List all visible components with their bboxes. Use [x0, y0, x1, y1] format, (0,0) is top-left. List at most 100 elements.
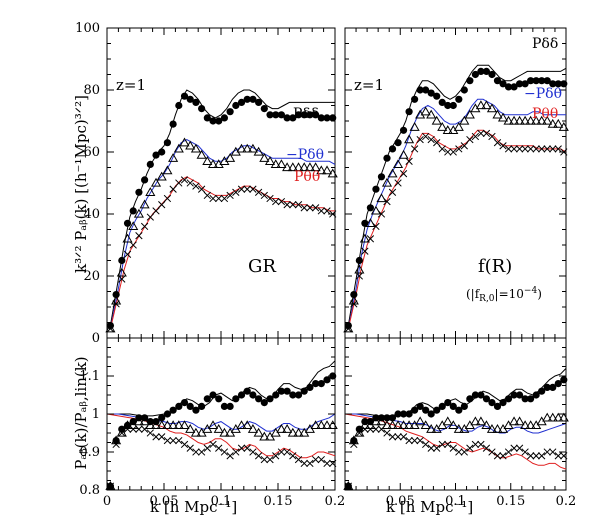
- left_panel-top-pdd-point: [255, 98, 263, 106]
- left_panel-bottom-pdd-point: [141, 414, 149, 422]
- right_panel-top-ptt-point: [449, 148, 457, 156]
- right_panel-bottom-pdt-point: [492, 423, 503, 433]
- right-model-note: (|fR,0|=10−4): [466, 286, 542, 304]
- left_panel-top-ptt-point: [180, 176, 189, 184]
- right-model-label: f(R): [478, 256, 512, 277]
- top-y-tick-label: 80: [83, 83, 100, 98]
- right_panel-top-pdt-point: [359, 233, 370, 243]
- left_panel-bottom-pdt-point: [139, 416, 150, 426]
- right_panel-bottom-pdd-point: [355, 425, 363, 433]
- left_panel-top-pdd-point: [260, 105, 268, 113]
- left_panel-top-pdd-point: [215, 117, 223, 125]
- right_panel-top-pdt-point: [503, 115, 514, 125]
- left_panel-top-pdt-point: [310, 162, 321, 172]
- right_panel-bottom-frame: [344, 337, 567, 491]
- left_panel-top-pdt-point: [145, 187, 156, 196]
- right_panel-top-pdt-point: [376, 193, 387, 203]
- right_panel-bottom-pdt-point: [486, 423, 498, 433]
- right_panel-top-pdt-point: [459, 115, 470, 125]
- left_panel-top-pdd-point: [300, 111, 308, 119]
- top-y-tick-label: 100: [75, 21, 100, 36]
- left_panel-top-pdt-point: [139, 199, 150, 209]
- right_panel-bottom-ptt-point: [515, 444, 524, 452]
- left_panel-bottom-pdt-point: [327, 420, 338, 430]
- model-note-sub: R,0: [479, 294, 495, 304]
- x-tick-label: 0.15: [496, 494, 525, 509]
- left_panel-top-pdd-point: [106, 322, 115, 330]
- right_panel-top-pdd-point: [449, 101, 457, 110]
- right_panel-top-pdt-point: [404, 134, 415, 144]
- left_panel-bottom-pdt-point: [173, 420, 184, 430]
- bottom-y-tick-label: 1: [92, 407, 100, 422]
- right_panel-top-ptt-point: [526, 145, 535, 153]
- left_panel-top-pdd-point: [180, 92, 189, 100]
- right_panel-top-pdd-point: [477, 67, 485, 75]
- right_panel-bottom-pdd-point: [549, 383, 557, 391]
- left_panel-top-ptt-point: [215, 194, 223, 203]
- left_panel-top-pdd-point: [175, 101, 183, 110]
- left_panel-top-pdt-point: [259, 152, 270, 162]
- right_panel-top-ptt-point: [538, 145, 546, 153]
- right_panel-top-ptt-point: [410, 145, 419, 153]
- right_panel-top-pdt-point: [497, 112, 509, 122]
- left_panel-top-ptt-point: [158, 201, 166, 209]
- right_panel-top-ptt-point: [460, 142, 468, 150]
- left_panel-top-pdd-point: [317, 114, 325, 122]
- right_panel-bottom-ptt-point: [526, 452, 535, 460]
- left_panel-bottom-pdd-point: [277, 387, 286, 395]
- left_panel-bottom-pdd-point: [180, 399, 189, 407]
- left_panel-top-pdd-point: [243, 95, 251, 103]
- right_panel-bottom-ptt-point: [538, 452, 546, 460]
- right_panel-top-ptt-point: [504, 145, 513, 153]
- left_panel-bottom-pdt-point: [190, 427, 201, 437]
- left_panel-top-pdd-point: [323, 114, 331, 122]
- left_panel-bottom-pdd-point: [118, 425, 126, 433]
- right_panel-bottom-ptt-point: [477, 440, 485, 449]
- right_panel-bottom-pdd-point: [560, 376, 568, 384]
- left_panel-bottom-ptt-point: [158, 433, 166, 441]
- right_panel-top-pdt-point: [426, 109, 437, 119]
- left_panel-bottom-pdt-point: [310, 420, 321, 430]
- left_panel-bottom-ptt-point: [169, 436, 177, 445]
- left_panel-top-ptt-point: [300, 204, 308, 212]
- left_panel-bottom-ptt-point: [306, 459, 314, 468]
- left_panel-top-pdd-point: [169, 120, 177, 128]
- left_panel-bottom-ptt-point: [294, 455, 303, 464]
- left_panel-bottom-pdd-point: [323, 376, 331, 384]
- bottom-y-tick-label: 0.9: [79, 445, 100, 460]
- left_panel-bottom-pdd-point: [243, 387, 251, 395]
- left_panel-bottom-pdd-point: [175, 402, 183, 410]
- x-tick-label: 0.05: [150, 494, 179, 509]
- right_panel-top-pdd-point: [416, 86, 424, 94]
- left_panel-bottom-pdd-point: [186, 402, 194, 410]
- right-label-pdd: Pδδ: [532, 36, 558, 52]
- right_panel-top-ptt-point: [521, 145, 529, 153]
- right_panel-bottom-ptt-point: [410, 436, 419, 445]
- left_panel-top-pdt-point: [133, 208, 144, 218]
- right_panel-top-pdd-point: [405, 108, 413, 116]
- left_panel-bottom-pdd-point: [312, 380, 320, 388]
- right_panel-top-pdd-point: [493, 77, 502, 85]
- x-tick-label: 0: [103, 494, 111, 509]
- left_panel-top-pdt-point: [173, 143, 184, 153]
- left_panel-top-ptt-point: [197, 185, 206, 193]
- left_panel-bottom-ptt-point: [186, 444, 194, 452]
- left_panel-bottom-ptt-point: [192, 448, 200, 456]
- left_panel-bottom-pdd-point: [163, 410, 172, 418]
- left_panel-bottom-pdt-point: [236, 420, 247, 430]
- left_panel-top-pdt-point: [316, 165, 327, 175]
- right_panel-top-pdd-point: [394, 139, 402, 147]
- left_panel-bottom-pdt-point: [321, 420, 333, 430]
- right_panel-bottom-ptt-point: [427, 444, 435, 452]
- right_panel-top-pdt-point: [442, 125, 453, 134]
- left_panel-top-pdd-point: [112, 291, 120, 299]
- right_panel-bottom-ptt-curve: [344, 413, 567, 470]
- left_panel-bottom-ptt-point: [146, 429, 154, 437]
- right_panel-top-ptt-point: [477, 129, 485, 138]
- right_panel-bottom-ptt-point: [521, 448, 529, 456]
- left_panel-bottom-pdd-point: [152, 418, 160, 426]
- left_panel-top-pdt-point: [168, 152, 179, 162]
- right_panel-bottom-ptt-point: [438, 440, 446, 449]
- left_panel-bottom-pdd-point: [198, 402, 206, 410]
